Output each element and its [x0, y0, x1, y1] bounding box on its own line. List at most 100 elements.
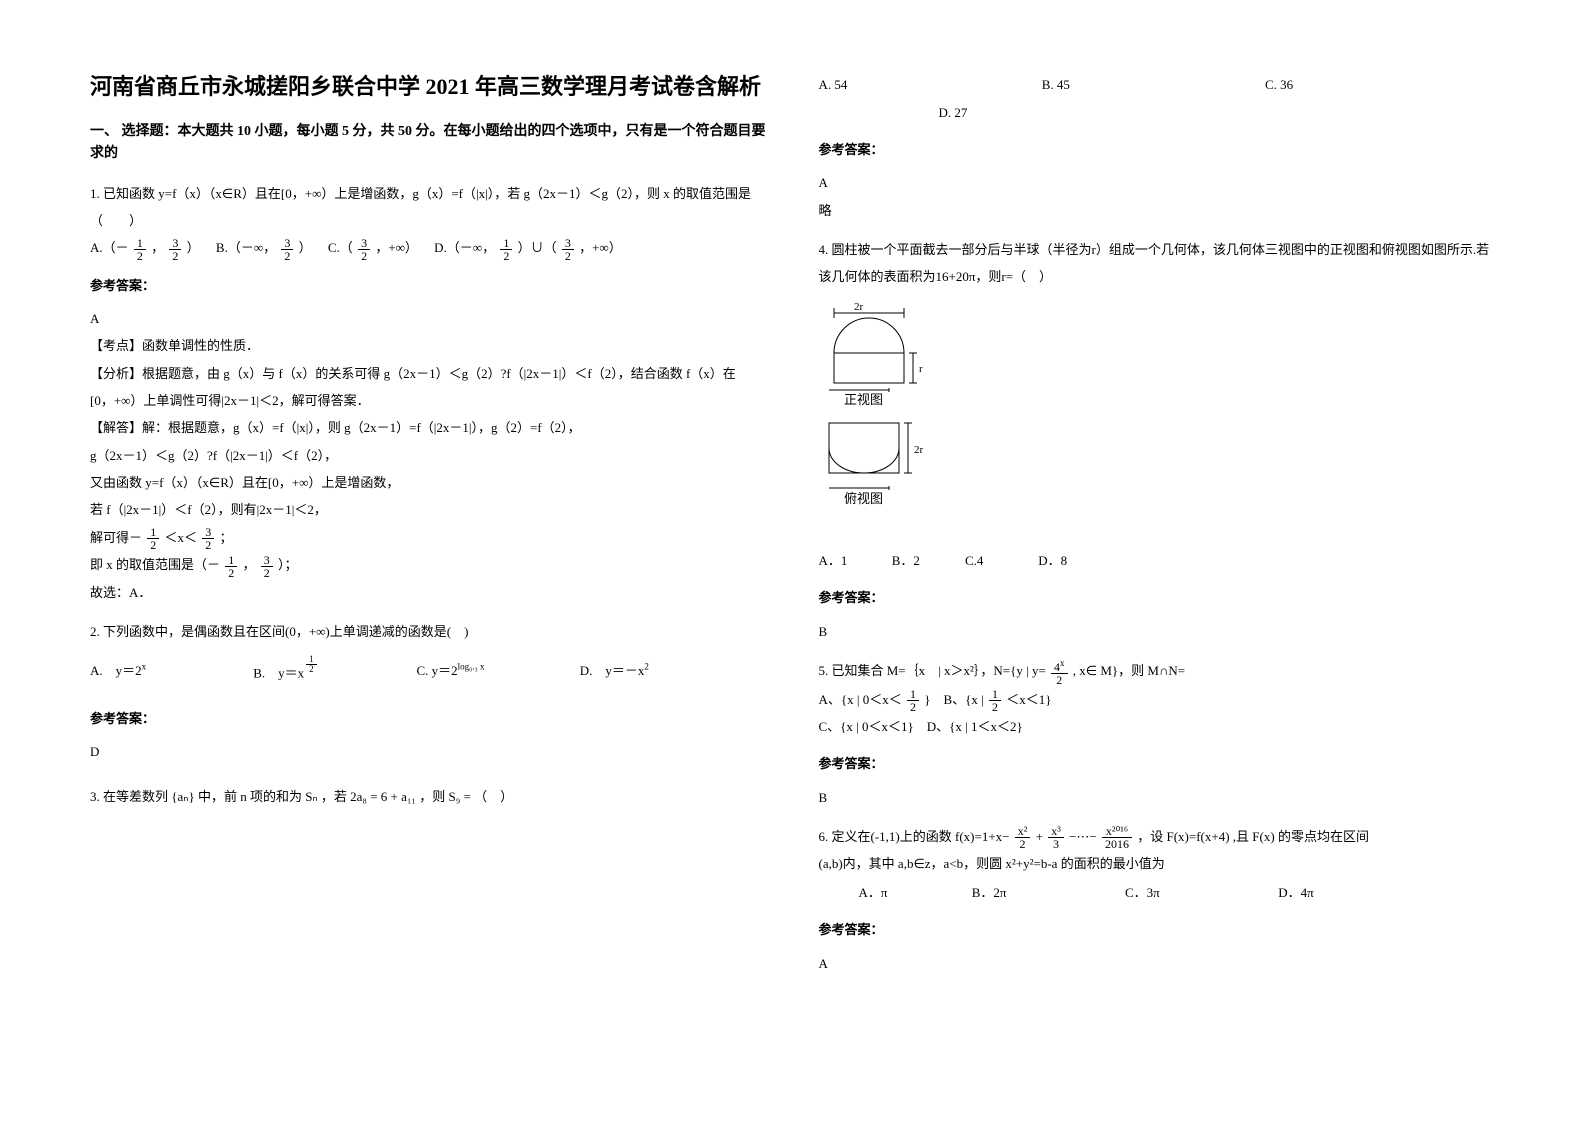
q4-options: A．1 B．2 C.4 D．8 [819, 546, 1498, 575]
question-2: 2. 下列函数中，是偶函数且在区间(0，+∞)上单调递减的函数是( ) A. y… [90, 618, 769, 766]
fig-2r-label-1: 2r [854, 301, 864, 313]
q2-optC: C. y＝2log₀.₃ x [417, 657, 577, 684]
q4-figure: 2r r 正视图 2r 俯视图 [819, 298, 1498, 537]
question-6: 6. 定义在(-1,1)上的函数 f(x)=1+x− x²2 + x³3 −⋯−… [819, 823, 1498, 977]
q6-optB: B．2π [972, 879, 1122, 906]
left-column: 河南省商丘市永城搓阳乡联合中学 2021 年高三数学理月考试卷含解析 一、 选择… [90, 70, 769, 1052]
q2-optB: B. y＝x12 [253, 655, 413, 687]
question-5: 5. 已知集合 M=｛x | x＞x²｝，N={y | y= 4x2 , x∈ … [819, 657, 1498, 811]
q3-answer-letter: A [819, 169, 1498, 196]
q4-answer-label: 参考答案： [819, 584, 1498, 611]
question-3-stem: 3. 在等差数列 {aₙ} 中，前 n 项的和为 Sₙ ，若 2a₈ = 6 +… [90, 783, 769, 810]
q2-optA: A. y＝2x [90, 657, 250, 684]
fig-2r-label-2: 2r [914, 444, 924, 456]
q1-line9: 故选：A． [90, 579, 769, 606]
section-1-header: 一、 选择题：本大题共 10 小题，每小题 5 分，共 50 分。在每小题给出的… [90, 121, 769, 166]
front-view-label: 正视图 [844, 392, 883, 407]
frac-1-2: 12 [500, 237, 512, 262]
fig-r-label-1: r [919, 363, 923, 375]
q1-optA-suffix: ） [187, 240, 200, 255]
q5-options-row1: A、{x | 0＜x＜ 12 } B、{x | 12 ＜x＜1} [819, 686, 1498, 714]
frac-1-2: 12 [225, 554, 237, 579]
q3-optA: A. 54 [819, 71, 1039, 98]
q2-stem: 2. 下列函数中，是偶函数且在区间(0，+∞)上单调递减的函数是( ) [90, 618, 769, 645]
q1-stem: 1. 已知函数 y=f（x）（x∈R）且在[0，+∞）上是增函数，g（x）=f（… [90, 180, 769, 235]
q1-answer-letter: A [90, 305, 769, 332]
q3-optD: D. 27 [939, 105, 968, 120]
q5-optB: B、{x | 12 ＜x＜1} [943, 692, 1051, 707]
q5-options-row2: C、{x | 0＜x＜1} D、{x | 1＜x＜2} [819, 713, 1498, 740]
q3-answer-label: 参考答案： [819, 136, 1498, 163]
top-view-label: 俯视图 [844, 491, 883, 506]
q4-answer-letter: B [819, 618, 1498, 645]
q6-optC: C．3π [1125, 879, 1275, 906]
q5-optA: A、{x | 0＜x＜ 12 } [819, 692, 934, 707]
right-column: A. 54 B. 45 C. 36 D. 27 参考答案： A 略 4. 圆柱被… [819, 70, 1498, 1052]
q6-optA: A．π [859, 879, 969, 906]
frac-1-2: 12 [147, 526, 159, 551]
frac-x2-2: x²2 [1015, 825, 1031, 850]
q6-answer-label: 参考答案： [819, 916, 1498, 943]
frac-1-2: 12 [989, 688, 1001, 713]
q5-optD: D、{x | 1＜x＜2} [927, 719, 1023, 734]
q3-optB: B. 45 [1042, 71, 1262, 98]
frac-3-2: 32 [202, 526, 214, 551]
q4-optC: C.4 [965, 547, 1035, 574]
q2-options: A. y＝2x B. y＝x12 C. y＝2log₀.₃ x D. y＝－x2 [90, 655, 769, 687]
q3-optC: C. 36 [1265, 71, 1293, 98]
frac-3-2: 32 [562, 237, 574, 262]
q5-stem: 5. 已知集合 M=｛x | x＞x²｝，N={y | y= 4x2 , x∈ … [819, 657, 1498, 686]
q6-options: A．π B．2π C．3π D．4π [819, 878, 1498, 907]
q3-note: 略 [819, 197, 1498, 224]
q1-line3: 【解答】解：根据题意，g（x）=f（|x|），则 g（2x－1）=f（|2x－1… [90, 414, 769, 441]
q4-stem: 4. 圆柱被一个平面截去一部分后与半球（半径为r）组成一个几何体，该几何体三视图… [819, 236, 1498, 291]
q1-optC-suffix: ，+∞） [375, 240, 418, 255]
frac-4x-2: 4x2 [1051, 659, 1068, 686]
q4-optB: B．2 [892, 547, 962, 574]
q1-answer-label: 参考答案： [90, 272, 769, 299]
q6-optD: D．4π [1278, 879, 1313, 906]
q2-answer-letter: D [90, 738, 769, 765]
q6-answer-letter: A [819, 950, 1498, 977]
question-1: 1. 已知函数 y=f（x）（x∈R）且在[0，+∞）上是增函数，g（x）=f（… [90, 180, 769, 606]
q1-optB-prefix: B.（－∞， [216, 240, 276, 255]
q1-optD-mid: ）∪（ [518, 240, 557, 255]
frac-3-2: 32 [358, 237, 370, 262]
q1-line6: 若 f（|2x－1|）＜f（2），则有|2x－1|＜2， [90, 496, 769, 523]
q1-line4: g（2x－1）＜g（2）?f（|2x－1|）＜f（2）， [90, 442, 769, 469]
frac-x2016-2016: x²⁰¹⁶2016 [1102, 825, 1132, 850]
frac-3-2: 32 [169, 237, 181, 262]
frac-x3-3: x³3 [1048, 825, 1064, 850]
q4-optA: A．1 [819, 547, 889, 574]
q1-line7: 解可得－ 12 ＜x＜ 32 ； [90, 524, 769, 552]
q1-optA-prefix: A.（－ [90, 240, 129, 255]
q1-options: A.（－ 12 ， 32 ） B.（－∞， 32 ） C.（ 32 ，+∞） D… [90, 234, 769, 262]
q1-line8: 即 x 的取值范围是（－ 12 ， 32 ）； [90, 551, 769, 579]
exam-title: 河南省商丘市永城搓阳乡联合中学 2021 年高三数学理月考试卷含解析 [90, 70, 769, 103]
q1-optB-suffix: ） [299, 240, 312, 255]
q5-optC: C、{x | 0＜x＜1} [819, 719, 914, 734]
question-3-options: A. 54 B. 45 C. 36 D. 27 参考答案： A 略 [819, 70, 1498, 224]
q1-optD-suffix: ，+∞） [579, 240, 622, 255]
q1-line2: 【分析】根据题意，由 g（x）与 f（x）的关系可得 g（2x－1）＜g（2）?… [90, 360, 769, 415]
q2-optD: D. y＝－x2 [580, 657, 649, 684]
q6-stem-line2: (a,b)内，其中 a,b∈z，a<b，则圆 x²+y²=b-a 的面积的最小值… [819, 850, 1498, 877]
q1-line1: 【考点】函数单调性的性质． [90, 332, 769, 359]
frac-3-2: 32 [281, 237, 293, 262]
q1-answer: A 【考点】函数单调性的性质． 【分析】根据题意，由 g（x）与 f（x）的关系… [90, 305, 769, 606]
q4-optD: D．8 [1038, 547, 1067, 574]
frac-1-2-exp: 12 [306, 655, 317, 674]
q1-line5: 又由函数 y=f（x）（x∈R）且在[0，+∞）上是增函数， [90, 469, 769, 496]
q5-answer-letter: B [819, 784, 1498, 811]
q1-optD-prefix: D.（－∞， [434, 240, 495, 255]
q1-optA-mid: ， [151, 240, 164, 255]
q6-stem-line1: 6. 定义在(-1,1)上的函数 f(x)=1+x− x²2 + x³3 −⋯−… [819, 823, 1498, 851]
frac-3-2: 32 [261, 554, 273, 579]
views-diagram-icon: 2r r 正视图 2r 俯视图 [819, 298, 959, 528]
q1-optC-prefix: C.（ [328, 240, 353, 255]
q2-answer-label: 参考答案： [90, 705, 769, 732]
frac-1-2: 12 [907, 688, 919, 713]
question-4: 4. 圆柱被一个平面截去一部分后与半球（半径为r）组成一个几何体，该几何体三视图… [819, 236, 1498, 645]
frac-1-2: 12 [134, 237, 146, 262]
q5-answer-label: 参考答案： [819, 750, 1498, 777]
